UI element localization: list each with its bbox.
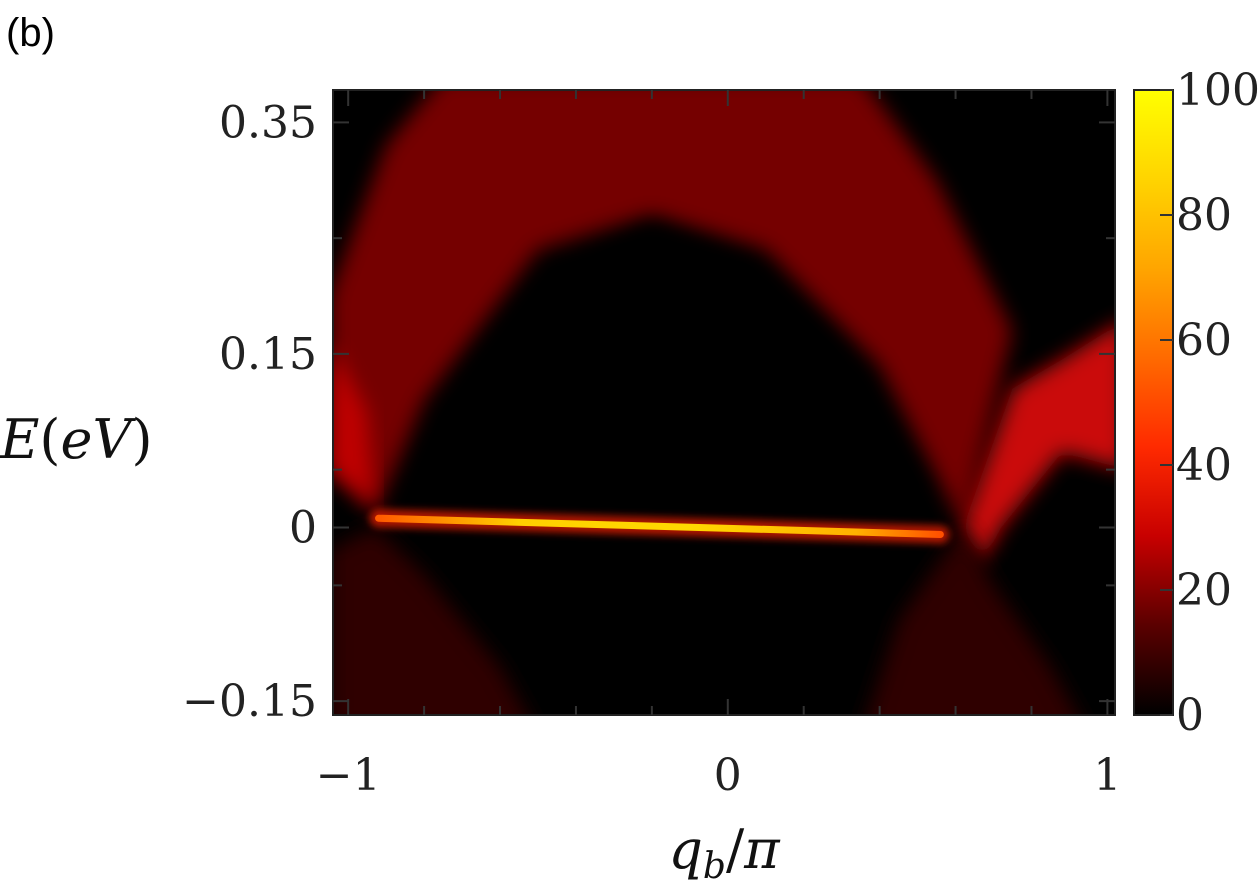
y-tick-label: 0.15 [219,329,317,380]
y-tick-label: −0.15 [182,676,317,727]
x-axis-label: qb/π [668,818,781,886]
colorbar-tick-label: 100 [1176,65,1259,116]
colorbar-tick-label: 0 [1176,690,1204,741]
x-tick-label: −1 [316,750,381,801]
y-axis-label: E(eV) [0,408,153,471]
colorbar-tick-label: 40 [1176,440,1232,491]
upper-band-edge [333,349,375,505]
x-tick-label: 0 [714,750,742,801]
flat-band-line [375,514,944,538]
dome-interior [401,226,926,540]
crossing-band-region [963,326,1115,563]
plot-frame [332,89,1116,716]
colorbar-tick-label: 80 [1176,190,1232,241]
colorbar-tick-label: 20 [1176,565,1232,616]
lower-band-region-right [867,527,1078,715]
lower-band-region [333,527,527,715]
axis-ticks [333,90,1115,715]
tick-labels: −1 0 1 0.35 0.15 0 −0.15 [182,97,1121,801]
colorbar: 0 20 40 60 80 100 [1133,65,1259,741]
colorbar-tick-label: 60 [1176,315,1232,366]
upper-band-region [333,90,1013,528]
colorbar-gradient [1133,89,1174,716]
band-layer [333,90,1115,715]
y-tick-label: 0 [289,503,317,554]
heatmap-plot [333,90,1115,715]
panel-label: (b) [6,11,55,55]
y-tick-label: 0.35 [219,97,317,148]
x-tick-label: 1 [1093,750,1121,801]
colorbar-ticks: 0 20 40 60 80 100 [1160,65,1259,741]
